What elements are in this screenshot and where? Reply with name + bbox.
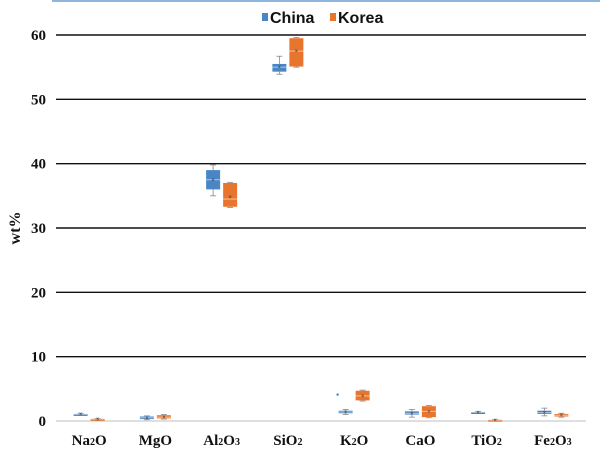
mean-marker: × [295,49,299,55]
mean-marker: × [361,394,365,400]
y-tick-label: 30 [31,221,46,237]
x-category-label: Fe2O3 [534,433,572,449]
y-tick-label: 40 [31,157,46,173]
outlier-point [336,393,339,396]
box-series: × × × × × × × × × × × × × × × × [73,37,569,424]
box-korea: × [223,181,238,208]
box-iqr [90,418,105,421]
legend-swatch-korea [330,13,336,21]
box-korea: × [554,412,569,419]
x-category-label: Na2O [72,433,107,449]
box-china: × [272,55,287,75]
mean-marker: × [145,416,149,422]
mean-marker: × [79,412,83,418]
box-korea: × [90,417,105,423]
x-axis-categories: Na2O MgO Al2O3 SiO2 K2O CaO TiO2 Fe2O3 [72,433,572,449]
y-tick-label: 10 [31,350,46,366]
y-tick-label: 20 [31,285,46,301]
box-china: × [404,409,419,418]
x-category-label: SiO2 [273,433,302,449]
x-category-label: K2O [340,433,368,449]
x-category-label: TiO2 [471,433,502,449]
legend: China Korea [262,10,383,27]
y-tick-label: 50 [31,92,46,108]
mean-marker: × [427,409,431,415]
mean-marker: × [211,178,215,184]
mean-marker: × [278,65,282,71]
x-category-label: CaO [405,433,435,449]
y-tick-label: 60 [31,28,46,44]
box-china: × [336,393,353,416]
mean-marker: × [96,417,100,423]
gridlines [56,34,586,422]
box-iqr [223,182,238,207]
legend-label-china: China [270,10,315,27]
y-axis-label: wt% [7,212,24,245]
x-category-label: Al2O3 [203,433,240,449]
x-category-label: MgO [139,433,172,449]
legend-swatch-china [262,13,268,21]
mean-marker: × [476,410,480,416]
mean-marker: × [162,415,166,421]
box-iqr [488,419,503,422]
box-iqr [471,411,486,414]
box-china: × [206,164,221,197]
box-china: × [73,412,88,418]
mean-marker: × [560,413,564,419]
mean-marker: × [228,195,232,201]
box-iqr [272,63,287,72]
box-china: × [471,410,486,416]
box-iqr [73,413,88,416]
box-korea: × [421,405,436,419]
box-korea: × [488,418,503,424]
mean-marker: × [344,410,348,416]
y-tick-label: 0 [39,414,47,430]
box-korea: × [355,389,370,402]
y-axis-ticks: 0 10 20 30 40 50 60 [31,28,46,430]
legend-label-korea: Korea [338,10,383,27]
mean-marker: × [493,418,497,424]
mean-marker: × [543,411,547,417]
mean-marker: × [410,411,414,417]
box-korea: × [289,37,304,68]
box-iqr [289,38,304,67]
box-korea: × [156,414,171,421]
box-china: × [537,407,552,417]
box-china: × [139,415,154,422]
